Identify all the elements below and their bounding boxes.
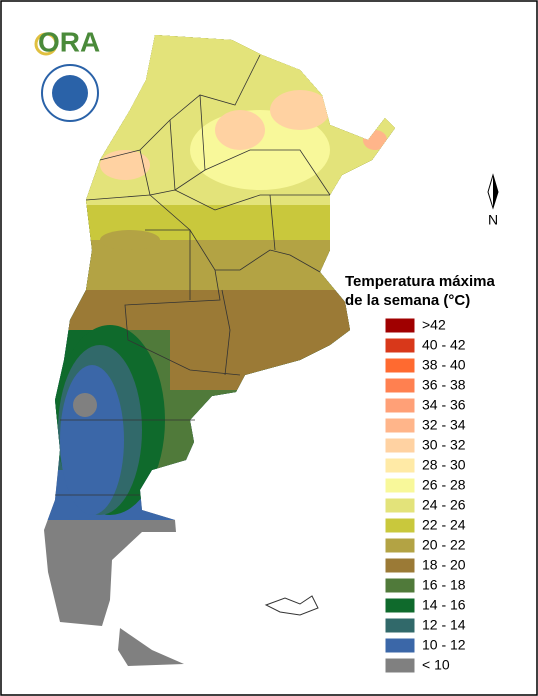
legend-swatch bbox=[384, 637, 416, 654]
legend-label: 22 - 24 bbox=[422, 517, 466, 533]
legend-label: 24 - 26 bbox=[422, 497, 466, 513]
legend-title: Temperatura máxima bbox=[345, 273, 495, 290]
legend-label: 10 - 12 bbox=[422, 637, 466, 653]
islands bbox=[264, 595, 319, 616]
legend-swatch bbox=[384, 577, 416, 594]
legend-swatch bbox=[384, 497, 416, 514]
seal-center bbox=[52, 75, 88, 111]
legend-swatch bbox=[384, 377, 416, 394]
legend-swatch bbox=[384, 477, 416, 494]
legend-swatch bbox=[384, 317, 416, 334]
legend-swatch bbox=[384, 617, 416, 634]
legend-swatch bbox=[384, 537, 416, 554]
legend-label: 36 - 38 bbox=[422, 377, 466, 393]
legend-label: 16 - 18 bbox=[422, 577, 466, 593]
legend-label: 18 - 20 bbox=[422, 557, 466, 573]
legend: Temperatura máxima de la semana (°C) >42… bbox=[345, 273, 495, 674]
legend-swatch bbox=[384, 597, 416, 614]
legend-swatch bbox=[384, 437, 416, 454]
legend-label: 14 - 16 bbox=[422, 597, 466, 613]
logo-text: ORA bbox=[38, 26, 100, 57]
legend-label: 20 - 22 bbox=[422, 537, 466, 553]
legend-label: 26 - 28 bbox=[422, 477, 466, 493]
legend-swatch bbox=[384, 417, 416, 434]
legend-label: 40 - 42 bbox=[422, 337, 466, 353]
legend-title: de la semana (°C) bbox=[345, 292, 470, 309]
province-borders bbox=[55, 54, 331, 496]
north-label: N bbox=[488, 212, 498, 228]
legend-label: 28 - 30 bbox=[422, 457, 466, 473]
legend-label: 12 - 14 bbox=[422, 617, 466, 633]
legend-label: < 10 bbox=[422, 657, 450, 673]
legend-label: 32 - 34 bbox=[422, 417, 466, 433]
logo: ORA bbox=[34, 26, 100, 122]
legend-label: >42 bbox=[422, 317, 446, 333]
legend-label: 34 - 36 bbox=[422, 397, 466, 413]
legend-swatch bbox=[384, 337, 416, 354]
legend-swatch bbox=[384, 657, 416, 674]
legend-swatch bbox=[384, 557, 416, 574]
north-arrow: N bbox=[487, 173, 499, 228]
legend-swatch bbox=[384, 397, 416, 414]
legend-label: 38 - 40 bbox=[422, 357, 466, 373]
legend-swatch bbox=[384, 517, 416, 534]
legend-label: 30 - 32 bbox=[422, 437, 466, 453]
legend-swatch bbox=[384, 357, 416, 374]
legend-swatch bbox=[384, 457, 416, 474]
